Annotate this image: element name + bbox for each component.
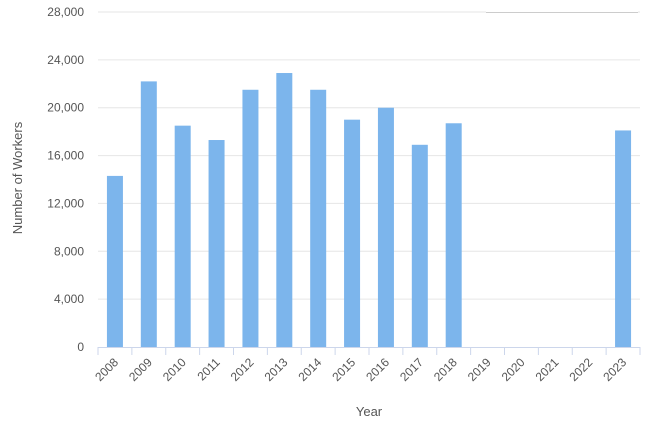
bar-2013[interactable] (276, 73, 293, 348)
x-tick-label: 2021 (533, 355, 562, 384)
axes (97, 347, 641, 355)
x-tick-label: 2014 (296, 355, 325, 384)
bar-2014[interactable] (310, 89, 327, 348)
x-tick-label: 2023 (600, 355, 629, 384)
bar-2011[interactable] (208, 140, 225, 347)
x-tick-label: 2015 (329, 355, 358, 384)
x-tick-label: 2022 (567, 355, 596, 384)
bar-2023[interactable] (615, 130, 632, 347)
bar-2015[interactable] (344, 119, 361, 348)
y-tick-label: 4,000 (54, 292, 84, 306)
bar-2009[interactable] (140, 81, 157, 347)
bar-2008[interactable] (106, 175, 123, 347)
bar-2012[interactable] (242, 89, 259, 348)
x-tick-label: 2008 (92, 355, 121, 384)
x-tick-labels: 2008 2009 2010 2011 2012 2013 2014 2015 2016 2017… (92, 355, 629, 384)
x-tick-label: 2020 (499, 355, 528, 384)
y-tick-label: 28,000 (47, 5, 84, 19)
bar-2016[interactable] (377, 107, 394, 348)
y-tick-label: 24,000 (47, 53, 84, 67)
y-tick-label: 0 (77, 340, 84, 354)
bars (106, 73, 632, 348)
y-tick-label: 12,000 (47, 196, 84, 210)
x-tick-label: 2012 (228, 355, 257, 384)
x-tick-label: 2013 (262, 355, 291, 384)
x-tick-label: 2009 (126, 355, 155, 384)
bar-2010[interactable] (174, 125, 191, 347)
y-tick-label: 20,000 (47, 101, 84, 115)
x-tick-label: 2016 (363, 355, 392, 384)
y-tick-labels: 0 4,000 8,000 12,000 16,000 20,000 24,000 28,00… (47, 5, 84, 354)
y-tick-label: 8,000 (54, 244, 84, 258)
x-tick-label: 2010 (160, 355, 189, 384)
bar-2018[interactable] (445, 123, 462, 348)
legend-box-edge (486, 0, 638, 13)
x-axis-title: Year (356, 404, 383, 419)
x-tick-label: 2017 (397, 355, 426, 384)
x-tick-label: 2011 (195, 355, 223, 383)
y-axis-title: Number of Workers (10, 121, 25, 234)
y-tick-label: 16,000 (47, 149, 84, 163)
x-tick-label: 2019 (465, 355, 494, 384)
x-tick-label: 2018 (431, 355, 460, 384)
bar-2017[interactable] (411, 144, 428, 347)
